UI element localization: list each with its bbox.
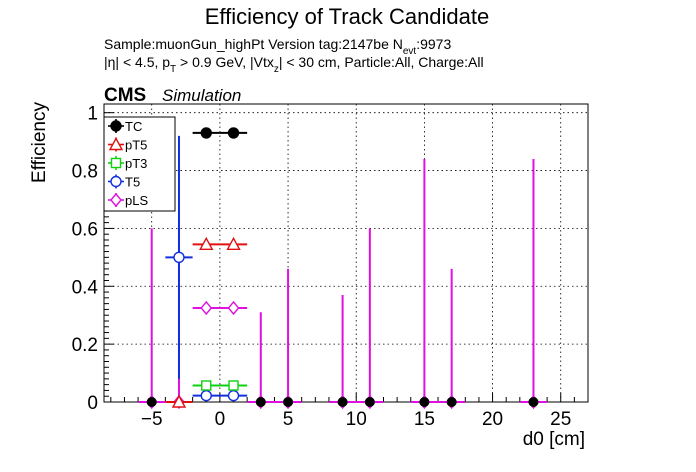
legend-entry-pt3: pT3	[108, 156, 147, 171]
data-point	[200, 300, 213, 316]
zero-efficiency-markers	[146, 397, 539, 407]
y-tick-label: 0.6	[72, 219, 98, 240]
data-point	[173, 251, 185, 264]
series-pt3	[192, 380, 248, 391]
data-point	[200, 127, 212, 139]
zero-point	[146, 397, 157, 407]
y-tick-label: 0	[87, 393, 98, 414]
data-point	[201, 380, 212, 391]
subtitle-line2-tail: | < 30 cm, Particle:All, Charge:All	[279, 54, 484, 70]
x-tick-label: 5	[283, 409, 294, 430]
data-point	[227, 127, 240, 139]
data-point	[171, 394, 187, 408]
legend-entry-t5: T5	[108, 174, 140, 190]
series-pls	[138, 158, 548, 410]
y-tick-label: 0.2	[72, 335, 98, 356]
series-tc	[192, 127, 248, 139]
x-tick-label: −5	[141, 409, 163, 430]
zero-point	[364, 397, 375, 407]
chart-subtitle-line2: |η| < 4.5, pT > 0.9 GeV, |Vtxz| < 30 cm,…	[104, 54, 484, 75]
x-tick-label: 25	[550, 409, 571, 430]
chart-title: Efficiency of Track Candidate	[205, 4, 490, 29]
zero-point	[446, 397, 457, 407]
subtitle-line2-subscript-t: T	[170, 64, 176, 75]
legend-label: TC	[125, 119, 142, 134]
y-axis-label: Efficiency	[29, 102, 50, 183]
subtitle-line1-subscript: evt	[403, 46, 417, 57]
legend: TC pT5 pT3 T5 pLS	[103, 116, 176, 212]
data-point	[226, 236, 241, 251]
subtitle-line1-text: Sample:muonGun_highPt Version tag:2147be…	[104, 36, 403, 52]
zero-point	[528, 397, 539, 407]
x-tick-label: 20	[482, 409, 503, 430]
legend-marker	[110, 192, 122, 208]
legend-label: T5	[125, 175, 140, 190]
simulation-label: Simulation	[162, 86, 241, 105]
x-tick-label: 10	[346, 409, 367, 430]
series-pt5	[165, 236, 248, 408]
legend-entry-tc: TC	[108, 119, 142, 134]
zero-point	[337, 397, 348, 407]
data-point	[228, 380, 239, 391]
zero-point	[283, 397, 294, 407]
data-point	[200, 389, 212, 402]
cms-label: CMS	[104, 85, 146, 106]
data-point	[227, 389, 240, 402]
data-point	[227, 300, 240, 316]
zero-point	[419, 397, 430, 407]
legend-label: pT5	[125, 138, 147, 153]
legend-marker	[110, 175, 122, 188]
data-marks	[138, 127, 548, 410]
legend-entry-pls: pLS	[108, 192, 148, 208]
legend-marker	[110, 157, 122, 169]
x-tick-label: 0	[215, 409, 226, 430]
data-point	[199, 236, 214, 251]
legend-marker	[108, 137, 124, 151]
zero-point	[255, 397, 266, 407]
series-t5	[165, 135, 248, 402]
y-tick-label: 0.4	[72, 277, 99, 298]
legend-marker	[110, 120, 122, 132]
chart-subtitle-line1: Sample:muonGun_highPt Version tag:2147be…	[104, 36, 451, 57]
y-axis: 0 0.2 0.4 0.6 0.8 1	[72, 104, 114, 414]
x-axis-label: d0 [cm]	[523, 429, 585, 450]
subtitle-line1-tail: :9973	[416, 36, 451, 52]
subtitle-line2-mid: > 0.9 GeV, |Vtx	[176, 54, 274, 70]
subtitle-line2-subscript-z: z	[274, 64, 279, 75]
subtitle-line2-text: |η| < 4.5, p	[104, 54, 170, 70]
legend-entry-pt5: pT5	[108, 137, 147, 153]
legend-label: pT3	[125, 156, 147, 171]
y-tick-label: 1	[87, 104, 98, 125]
x-tick-label: 15	[414, 409, 435, 430]
y-tick-label: 0.8	[72, 162, 98, 183]
legend-label: pLS	[125, 193, 148, 208]
